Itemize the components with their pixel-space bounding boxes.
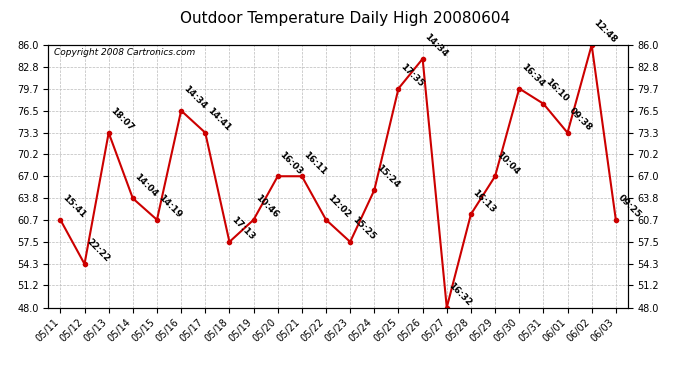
Text: 16:11: 16:11 xyxy=(302,150,328,176)
Text: 15:24: 15:24 xyxy=(375,164,401,190)
Text: 09:38: 09:38 xyxy=(568,106,594,133)
Text: 14:04: 14:04 xyxy=(133,172,159,198)
Text: 16:32: 16:32 xyxy=(447,281,473,308)
Text: 14:19: 14:19 xyxy=(157,193,184,220)
Text: 15:25: 15:25 xyxy=(351,215,377,242)
Text: 16:10: 16:10 xyxy=(544,77,570,104)
Text: 18:07: 18:07 xyxy=(109,106,135,133)
Text: 12:02: 12:02 xyxy=(326,193,353,220)
Text: 15:41: 15:41 xyxy=(61,193,87,220)
Text: 12:48: 12:48 xyxy=(592,18,618,45)
Text: 16:34: 16:34 xyxy=(520,62,546,88)
Text: 09:25: 09:25 xyxy=(616,193,642,220)
Text: 10:46: 10:46 xyxy=(254,193,280,220)
Text: 17:13: 17:13 xyxy=(230,215,256,242)
Text: 10:04: 10:04 xyxy=(495,150,522,176)
Text: 14:34: 14:34 xyxy=(181,84,208,111)
Text: 16:13: 16:13 xyxy=(471,188,497,214)
Text: 16:03: 16:03 xyxy=(278,150,304,176)
Text: Copyright 2008 Cartronics.com: Copyright 2008 Cartronics.com xyxy=(54,48,195,57)
Text: 17:35: 17:35 xyxy=(399,62,425,88)
Text: 14:41: 14:41 xyxy=(206,106,232,133)
Text: 22:22: 22:22 xyxy=(85,237,111,264)
Text: Outdoor Temperature Daily High 20080604: Outdoor Temperature Daily High 20080604 xyxy=(180,11,510,26)
Text: 14:34: 14:34 xyxy=(423,32,449,59)
